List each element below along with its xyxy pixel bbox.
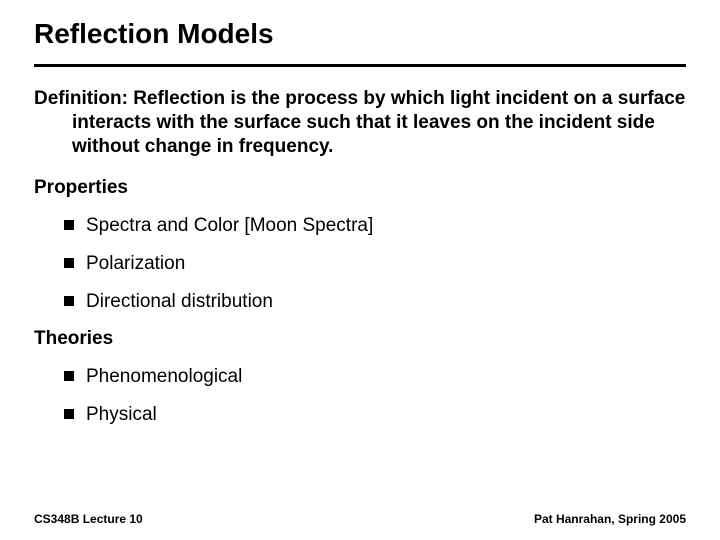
- theories-list: Phenomenological Physical: [34, 365, 686, 427]
- list-item: Directional distribution: [86, 290, 686, 314]
- theories-heading: Theories: [34, 327, 686, 351]
- title-rule: [34, 64, 686, 67]
- slide-title: Reflection Models: [34, 18, 686, 64]
- footer-right: Pat Hanrahan, Spring 2005: [534, 512, 686, 526]
- footer-left: CS348B Lecture 10: [34, 512, 143, 526]
- list-item: Physical: [86, 403, 686, 427]
- properties-heading: Properties: [34, 176, 686, 200]
- slide-body: Definition: Reflection is the process by…: [34, 87, 686, 427]
- list-item: Spectra and Color [Moon Spectra]: [86, 214, 686, 238]
- footer: CS348B Lecture 10 Pat Hanrahan, Spring 2…: [34, 512, 686, 526]
- definition-block: Definition: Reflection is the process by…: [34, 87, 686, 158]
- properties-list: Spectra and Color [Moon Spectra] Polariz…: [34, 214, 686, 313]
- list-item: Phenomenological: [86, 365, 686, 389]
- slide: Reflection Models Definition: Reflection…: [0, 0, 720, 540]
- list-item: Polarization: [86, 252, 686, 276]
